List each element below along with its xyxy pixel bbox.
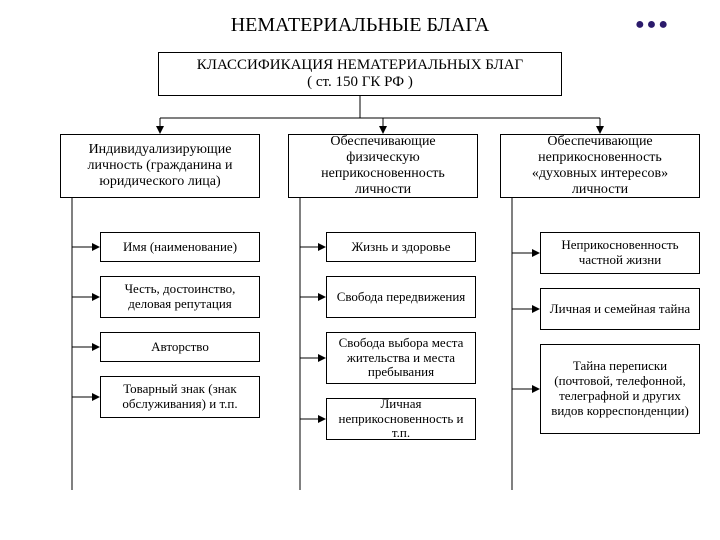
leaf-box-3-3: Тайна переписки (почтовой, телефонной, т… bbox=[540, 344, 700, 434]
leaf-box-1-3: Авторство bbox=[100, 332, 260, 362]
category-box-2: Обеспечивающие физическую неприкосновенн… bbox=[288, 134, 478, 198]
leaf-box-2-1: Жизнь и здоровье bbox=[326, 232, 476, 262]
page-title: НЕМАТЕРИАЛЬНЫЕ БЛАГА bbox=[0, 14, 720, 37]
root-box: КЛАССИФИКАЦИЯ НЕМАТЕРИАЛЬНЫХ БЛАГ( ст. 1… bbox=[158, 52, 562, 96]
category-box-3: Обеспечивающие неприкосновенность «духов… bbox=[500, 134, 700, 198]
decoration-dots: ●●● bbox=[635, 16, 670, 34]
leaf-box-1-2: Честь, достоинство, деловая репутация bbox=[100, 276, 260, 318]
leaf-box-1-4: Товарный знак (знак обслуживания) и т.п. bbox=[100, 376, 260, 418]
leaf-box-1-1: Имя (наименование) bbox=[100, 232, 260, 262]
leaf-box-3-2: Личная и семейная тайна bbox=[540, 288, 700, 330]
leaf-box-2-4: Личная неприкосновенность и т.п. bbox=[326, 398, 476, 440]
leaf-box-2-2: Свобода передвижения bbox=[326, 276, 476, 318]
category-box-1: Индивидуализирующие личность (гражданина… bbox=[60, 134, 260, 198]
leaf-box-3-1: Неприкосновенность частной жизни bbox=[540, 232, 700, 274]
leaf-box-2-3: Свобода выбора места жительства и места … bbox=[326, 332, 476, 384]
